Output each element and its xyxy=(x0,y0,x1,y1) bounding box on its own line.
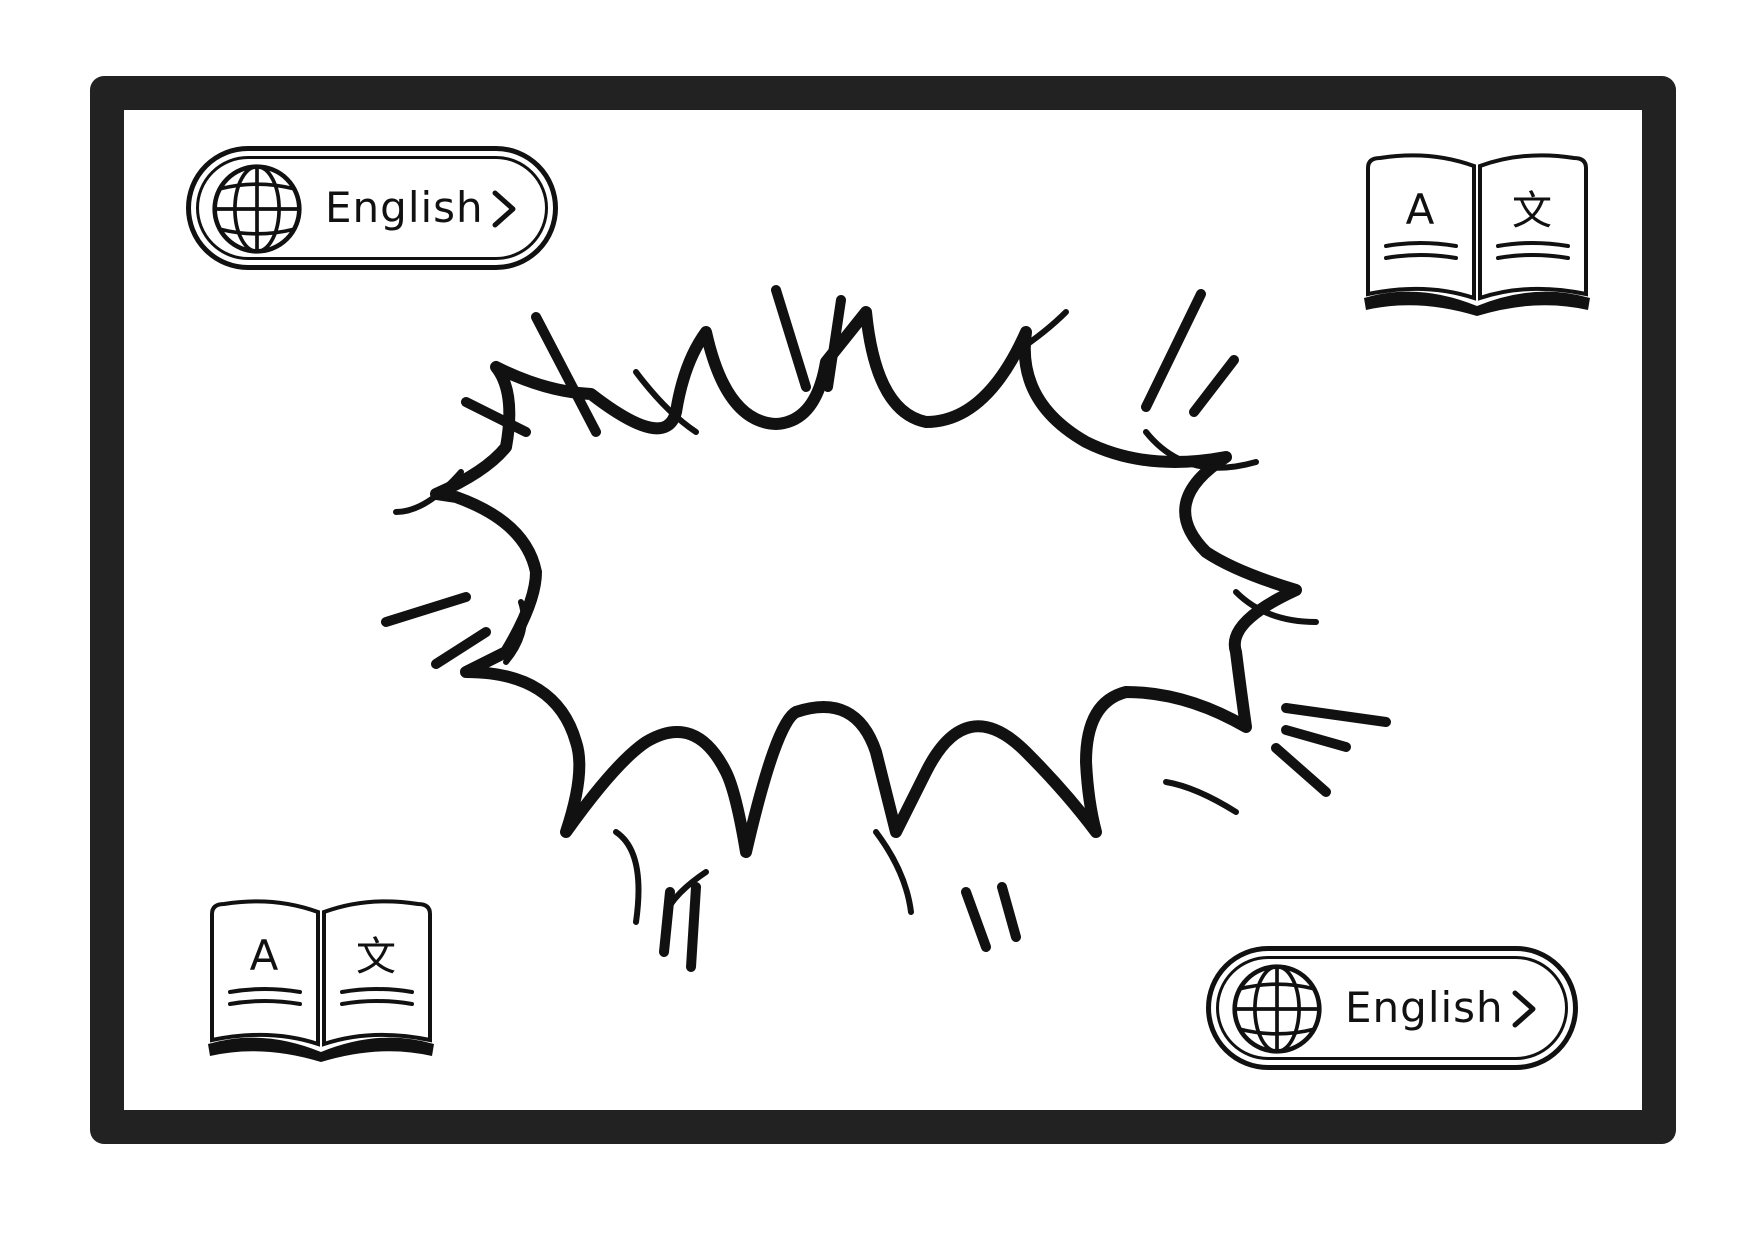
language-label: English xyxy=(1345,983,1504,1032)
chinese-glyph: 文 xyxy=(356,934,396,980)
language-label: English xyxy=(325,183,484,232)
translation-book-icon[interactable]: A 文 xyxy=(1360,148,1594,320)
chinese-glyph: 文 xyxy=(1512,188,1552,234)
comic-burst-icon xyxy=(381,285,1391,972)
globe-icon xyxy=(212,164,302,254)
globe-icon xyxy=(1232,964,1322,1054)
chevron-right-icon xyxy=(492,190,516,228)
chevron-right-icon xyxy=(1512,990,1536,1028)
translation-book-icon[interactable]: A 文 xyxy=(204,894,438,1066)
language-selector-top[interactable]: English xyxy=(186,146,558,270)
burst-outline xyxy=(430,306,1302,858)
letter-a-glyph: A xyxy=(1406,185,1435,234)
burst-rays xyxy=(381,285,1391,972)
burst-accents xyxy=(393,309,1319,925)
letter-a-glyph: A xyxy=(250,931,279,980)
language-selector-bottom[interactable]: English xyxy=(1206,946,1578,1070)
